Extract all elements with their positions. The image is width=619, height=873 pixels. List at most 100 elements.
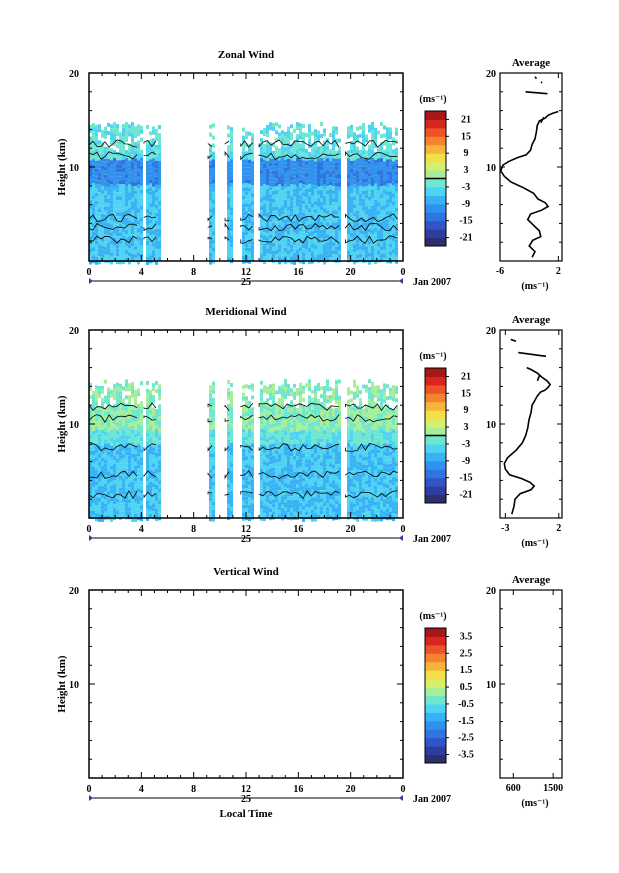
heatmap-cell [350,241,353,246]
heatmap-cell [362,202,365,207]
heatmap-cell [269,242,272,247]
heatmap-cell [134,465,137,470]
heatmap-cell [305,161,308,166]
heatmap-cell [248,497,251,502]
heatmap-cell [134,509,137,514]
heatmap-cell [110,449,113,454]
heatmap-cell [137,196,140,201]
heatmap-cell [365,190,368,195]
heatmap-cell [302,425,305,430]
heatmap-cell [323,394,326,399]
heatmap-cell [338,158,341,163]
heatmap-cell [89,140,92,145]
heatmap-cell [365,138,368,143]
heatmap-cell [146,168,149,173]
heatmap-cell [137,200,140,205]
heatmap-cell [104,174,107,179]
heatmap-cell [296,504,299,509]
heatmap-cell [248,203,251,208]
heatmap-cell [125,387,128,392]
heatmap-cell [158,476,161,481]
heatmap-cell [287,246,290,251]
heatmap-cell [380,234,383,239]
heatmap-cell [314,477,317,482]
heatmap-cell [104,134,107,139]
heatmap-cell [260,468,263,473]
heatmap-cell [371,205,374,210]
heatmap-cell [323,482,326,487]
heatmap-cell [209,172,212,177]
heatmap-cell [230,471,233,476]
heatmap-cell [362,198,365,203]
heatmap-cell [251,169,254,174]
heatmap-cell [275,234,278,239]
heatmap-cell [287,495,290,500]
heatmap-cell [377,194,380,199]
heatmap-cell [101,461,104,466]
heatmap-cell [323,248,326,253]
heatmap-cell [299,462,302,467]
heatmap-cell [296,154,299,159]
heatmap-cell [149,175,152,180]
heatmap-cell [314,445,317,450]
heatmap-cell [323,390,326,395]
heatmap-cell [227,149,230,154]
heatmap-cell [242,251,245,256]
heatmap-cell [311,199,314,204]
heatmap-cell [320,418,323,423]
heatmap-cell [296,464,299,469]
heatmap-cell [368,216,371,221]
heatmap-cell [128,471,131,476]
heatmap-cell [140,413,143,418]
heatmap-cell [158,436,161,441]
heatmap-cell [290,204,293,209]
heatmap-cell [380,505,383,510]
heatmap-cell [227,133,230,138]
heatmap-cell [371,389,374,394]
heatmap-cell [371,453,374,458]
heatmap-cell [263,457,266,462]
heatmap-cell [245,163,248,168]
heatmap-cell [281,230,284,235]
heatmap-cell [335,508,338,513]
heatmap-cell [395,243,398,248]
heatmap-cell [116,232,119,237]
heatmap-cell [299,207,302,212]
heatmap-cell [359,233,362,238]
heatmap-cell [362,238,365,243]
heatmap-cell [269,464,272,469]
heatmap-cell [389,187,392,192]
heatmap-cell [374,425,377,430]
heatmap-cell [392,513,395,518]
heatmap-cell [329,455,332,460]
heatmap-cell [323,192,326,197]
heatmap-cell [116,450,119,455]
heatmap-cell [323,260,326,265]
heatmap-cell [146,436,149,441]
heatmap-cell [296,412,299,417]
heatmap-cell [392,205,395,210]
heatmap-cell [137,408,140,413]
heatmap-cell [278,212,281,217]
heatmap-cell [116,486,119,491]
heatmap-cell [374,243,377,248]
heatmap-cell [155,136,158,141]
heatmap-cell [269,424,272,429]
heatmap-cell [122,203,125,208]
heatmap-cell [113,197,116,202]
heatmap-cell [335,500,338,505]
heatmap-cell [368,443,371,448]
heatmap-cell [107,423,110,428]
heatmap-cell [275,258,278,263]
heatmap-cell [338,399,341,404]
heatmap-cell [119,156,122,161]
heatmap-cell [353,148,356,153]
heatmap-cell [329,447,332,452]
heatmap-cell [251,173,254,178]
heatmap-cell [308,176,311,181]
heatmap-cell [374,461,377,466]
heatmap-cell [131,137,134,142]
heatmap-cell [248,425,251,430]
heatmap-cell [113,181,116,186]
heatmap-cell [320,490,323,495]
